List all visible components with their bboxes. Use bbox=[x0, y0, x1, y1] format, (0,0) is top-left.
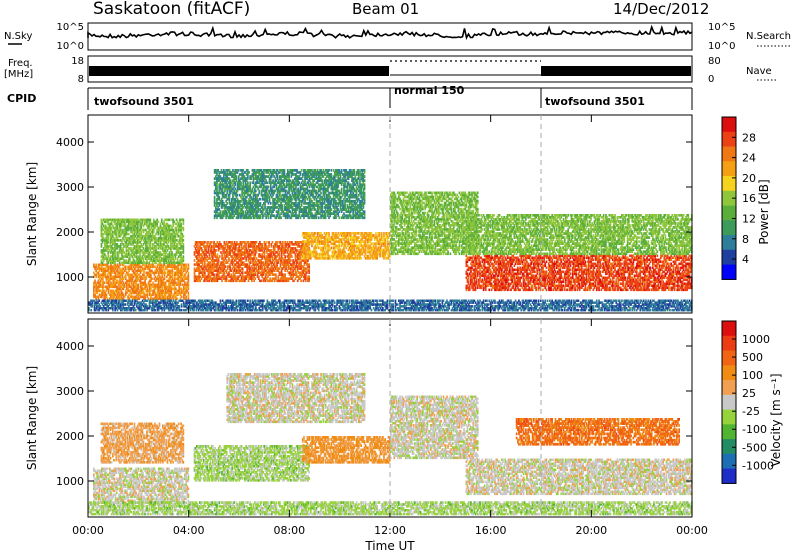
freq-left-tick-top: 18 bbox=[71, 56, 84, 67]
heatmap-cell bbox=[165, 272, 167, 275]
heatmap-cell bbox=[95, 264, 97, 267]
radar-summary-figure: Saskatoon (fitACF) Beam 01 14/Dec/2012 N… bbox=[0, 0, 800, 554]
heatmap-cell bbox=[103, 282, 105, 285]
freq-label: Freq. bbox=[8, 58, 33, 69]
nave-label: Nave bbox=[746, 66, 772, 77]
heatmap-cell bbox=[185, 264, 187, 267]
heatmap-cell bbox=[188, 264, 190, 267]
cpid-label: CPID bbox=[7, 92, 36, 105]
freq-unit-label: [MHz] bbox=[4, 69, 33, 80]
nsky-left-tick-top: 10^5 bbox=[57, 22, 84, 33]
freq-block-1 bbox=[89, 66, 389, 76]
cpid-segment-2: normal 150 bbox=[394, 84, 465, 97]
nsky-right-tick-bottom: 10^0 bbox=[708, 41, 735, 52]
date-title: 14/Dec/2012 bbox=[613, 0, 709, 18]
freq-left-tick-bottom: 8 bbox=[78, 74, 84, 85]
heatmap-cell bbox=[94, 280, 96, 283]
beam-title: Beam 01 bbox=[352, 0, 419, 18]
nsky-panel: N.Sky 10^5 10^0 10^5 10^0 N.Search bbox=[4, 22, 791, 52]
heatmap-cell bbox=[188, 272, 190, 275]
station-title: Saskatoon (fitACF) bbox=[93, 0, 250, 19]
heatmap-cell bbox=[185, 296, 187, 299]
cpid-segment-3: twofsound 3501 bbox=[545, 95, 645, 108]
heatmap-cell bbox=[137, 284, 139, 287]
nsky-label: N.Sky bbox=[4, 31, 32, 42]
freq-right-tick-bottom: 0 bbox=[708, 74, 714, 85]
cpid-panel: CPID twofsound 3501 normal 150 twofsound… bbox=[7, 84, 692, 110]
heatmap-cell bbox=[125, 266, 127, 269]
heatmap-cell bbox=[151, 278, 153, 281]
heatmap-cell bbox=[181, 296, 183, 299]
nsky-right-tick-top: 10^5 bbox=[708, 22, 735, 33]
nsky-left-tick-bottom: 10^0 bbox=[57, 41, 84, 52]
cpid-segment-1: twofsound 3501 bbox=[94, 95, 194, 108]
freq-panel: Freq. [MHz] 18 8 80 0 Nave bbox=[4, 56, 776, 85]
nsky-trace bbox=[88, 27, 692, 38]
freq-right-tick-top: 80 bbox=[708, 56, 721, 67]
heatmap-cell bbox=[188, 292, 190, 295]
freq-block-2 bbox=[541, 66, 691, 76]
heatmap-cell bbox=[106, 294, 108, 297]
nsearch-label: N.Search bbox=[746, 31, 791, 42]
